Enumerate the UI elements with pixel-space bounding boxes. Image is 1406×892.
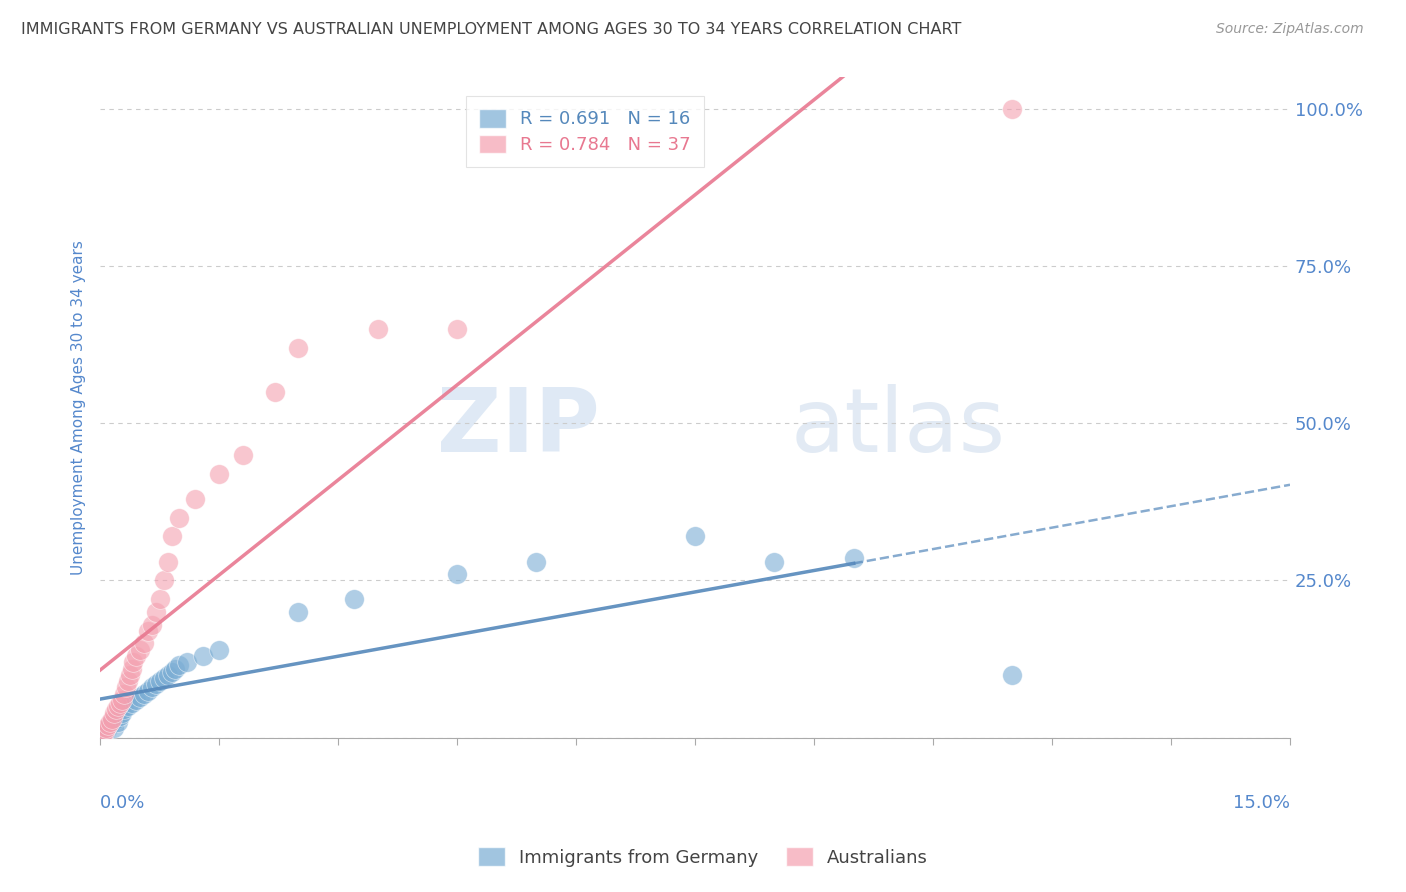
Point bbox=[128, 642, 150, 657]
Point bbox=[103, 721, 125, 735]
Point bbox=[263, 384, 285, 399]
Point bbox=[132, 636, 155, 650]
Point bbox=[145, 677, 167, 691]
Point bbox=[446, 567, 468, 582]
Point bbox=[107, 714, 129, 729]
Point bbox=[90, 729, 112, 743]
Y-axis label: Unemployment Among Ages 30 to 34 years: Unemployment Among Ages 30 to 34 years bbox=[72, 240, 86, 575]
Point bbox=[343, 592, 366, 607]
Point bbox=[152, 671, 174, 685]
Point bbox=[111, 693, 134, 707]
Point bbox=[176, 655, 198, 669]
Text: 0.0%: 0.0% bbox=[100, 794, 145, 813]
Point bbox=[117, 699, 139, 714]
Text: ZIP: ZIP bbox=[437, 384, 600, 471]
Point bbox=[169, 510, 191, 524]
Point bbox=[101, 712, 124, 726]
Point bbox=[108, 708, 131, 723]
Point bbox=[98, 718, 121, 732]
Point bbox=[193, 648, 215, 663]
Point bbox=[208, 467, 231, 481]
Point bbox=[526, 555, 548, 569]
Point bbox=[103, 706, 125, 720]
Point bbox=[156, 668, 179, 682]
Point bbox=[125, 648, 148, 663]
Point bbox=[156, 555, 179, 569]
Point bbox=[93, 727, 115, 741]
Point bbox=[97, 721, 120, 735]
Point bbox=[287, 341, 309, 355]
Point bbox=[1001, 668, 1024, 682]
Point bbox=[145, 605, 167, 619]
Point bbox=[132, 687, 155, 701]
Point bbox=[287, 605, 309, 619]
Point bbox=[1001, 102, 1024, 116]
Point bbox=[152, 574, 174, 588]
Point bbox=[111, 706, 134, 720]
Point bbox=[121, 696, 143, 710]
Point bbox=[120, 668, 142, 682]
Point bbox=[96, 724, 118, 739]
Point bbox=[98, 714, 121, 729]
Point bbox=[149, 592, 172, 607]
Point bbox=[122, 655, 145, 669]
Point bbox=[97, 718, 120, 732]
Point bbox=[141, 681, 163, 695]
Point bbox=[104, 702, 127, 716]
Point bbox=[136, 683, 159, 698]
Point bbox=[160, 665, 183, 679]
Point bbox=[683, 529, 706, 543]
Legend: Immigrants from Germany, Australians: Immigrants from Germany, Australians bbox=[471, 840, 935, 874]
Point bbox=[232, 448, 254, 462]
Point bbox=[112, 687, 135, 701]
Point bbox=[91, 725, 114, 739]
Point bbox=[141, 617, 163, 632]
Point bbox=[117, 674, 139, 689]
Legend: R = 0.691   N = 16, R = 0.784   N = 37: R = 0.691 N = 16, R = 0.784 N = 37 bbox=[467, 96, 703, 167]
Point bbox=[842, 551, 865, 566]
Text: IMMIGRANTS FROM GERMANY VS AUSTRALIAN UNEMPLOYMENT AMONG AGES 30 TO 34 YEARS COR: IMMIGRANTS FROM GERMANY VS AUSTRALIAN UN… bbox=[21, 22, 962, 37]
Text: 15.0%: 15.0% bbox=[1233, 794, 1291, 813]
Point bbox=[169, 658, 191, 673]
Point bbox=[108, 696, 131, 710]
Point bbox=[128, 690, 150, 704]
Text: atlas: atlas bbox=[790, 384, 1005, 471]
Point bbox=[107, 699, 129, 714]
Text: Source: ZipAtlas.com: Source: ZipAtlas.com bbox=[1216, 22, 1364, 37]
Point bbox=[367, 322, 389, 336]
Point bbox=[94, 724, 117, 739]
Point bbox=[149, 674, 172, 689]
Point bbox=[114, 681, 136, 695]
Point bbox=[136, 624, 159, 638]
Point bbox=[160, 529, 183, 543]
Point bbox=[104, 712, 127, 726]
Point bbox=[112, 702, 135, 716]
Point bbox=[121, 661, 143, 675]
Point bbox=[101, 714, 124, 729]
Point bbox=[208, 642, 231, 657]
Point bbox=[446, 322, 468, 336]
Point bbox=[763, 555, 786, 569]
Point bbox=[96, 721, 118, 735]
Point bbox=[165, 661, 187, 675]
Point bbox=[184, 491, 207, 506]
Point bbox=[125, 693, 148, 707]
